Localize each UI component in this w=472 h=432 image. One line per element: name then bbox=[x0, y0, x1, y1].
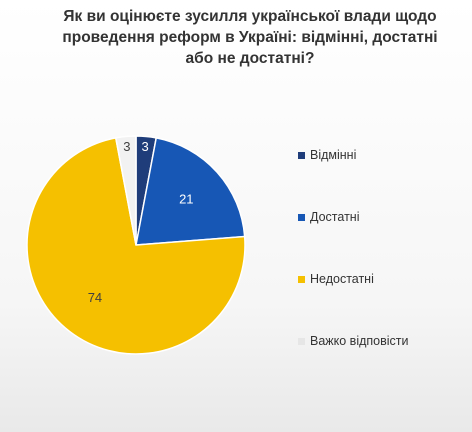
legend-swatch-важко-відповісти bbox=[298, 337, 305, 345]
legend-swatch-недостатні bbox=[298, 275, 305, 283]
legend-item-відмінні: Відмінні bbox=[298, 148, 356, 162]
legend-item-достатні: Достатні bbox=[298, 210, 359, 224]
pie-slices bbox=[26, 135, 246, 355]
legend-label-достатні: Достатні bbox=[310, 210, 360, 224]
pie-slice-достатні bbox=[135, 137, 246, 246]
pie-slice-важко-відповісти bbox=[114, 135, 137, 246]
legend-label-недостатні: Недостатні bbox=[310, 272, 374, 286]
pie-label-недостатні: 74 bbox=[88, 290, 102, 305]
legend-swatch-достатні bbox=[298, 213, 305, 221]
pie-labels: 3 21 74 3 bbox=[88, 139, 194, 305]
legend-swatch-відмінні bbox=[298, 151, 305, 159]
legend-item-важко-відповісти: Важко відповісти bbox=[298, 334, 409, 348]
chart-title-line-3: або не достатні? bbox=[185, 50, 315, 67]
chart-title-line-2: проведення реформ в Україні: відмінні, д… bbox=[62, 29, 438, 46]
pie-label-відмінні: 3 bbox=[142, 139, 149, 154]
legend-item-недостатні: Недостатні bbox=[298, 272, 374, 286]
legend-label-відмінні: Відмінні bbox=[310, 148, 357, 162]
pie-slice-недостатні bbox=[26, 137, 246, 355]
legend-label-важко-відповісти: Важко відповісти bbox=[310, 334, 409, 348]
pie-label-важко-відповісти: 3 bbox=[123, 139, 130, 154]
chart-title: Як ви оцінюєте зусилля української влади… bbox=[40, 6, 460, 69]
pie-label-достатні: 21 bbox=[179, 191, 193, 206]
chart-title-line-1: Як ви оцінюєте зусилля української влади… bbox=[63, 8, 437, 25]
